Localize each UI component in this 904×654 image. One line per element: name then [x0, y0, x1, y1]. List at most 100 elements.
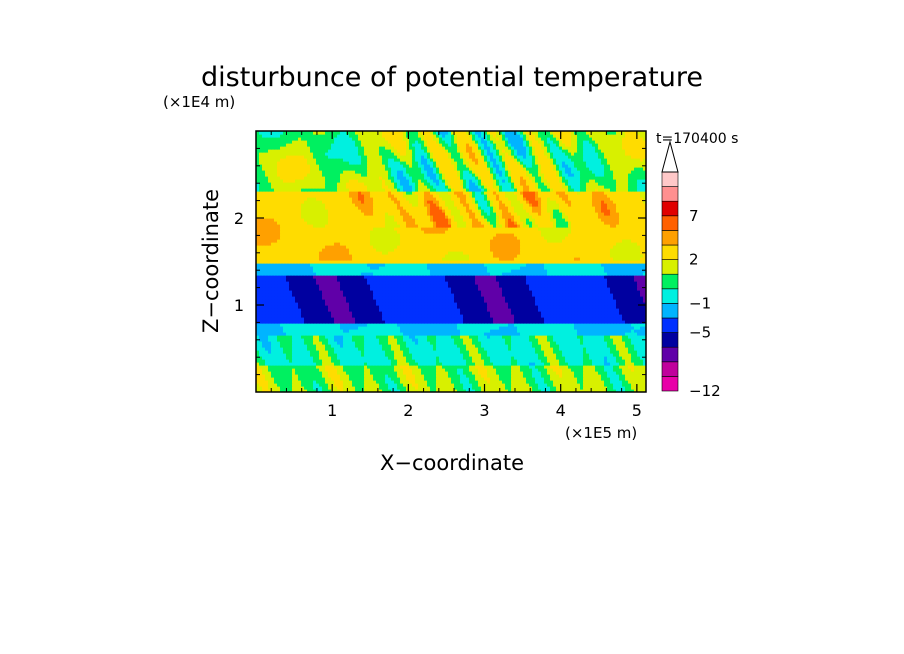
- field-cell: [346, 329, 350, 333]
- field-cell: [514, 308, 518, 312]
- field-cell: [337, 281, 341, 285]
- field-cell: [583, 344, 587, 348]
- field-cell: [367, 344, 371, 348]
- field-cell: [565, 290, 569, 294]
- field-cell: [346, 323, 350, 327]
- field-cell: [562, 344, 566, 348]
- field-cell: [430, 305, 434, 309]
- field-cell: [472, 317, 476, 321]
- field-cell: [598, 287, 602, 291]
- field-cell: [388, 344, 392, 348]
- field-cell: [304, 299, 308, 303]
- field-cell: [598, 365, 602, 369]
- field-cell: [340, 317, 344, 321]
- field-cell: [532, 296, 536, 300]
- field-cell: [643, 365, 646, 369]
- field-cell: [358, 341, 362, 345]
- field-cell: [475, 386, 479, 390]
- field-cell: [484, 338, 488, 342]
- field-cell: [634, 347, 638, 351]
- field-cell: [331, 281, 335, 285]
- field-cell: [325, 350, 329, 354]
- field-cell: [496, 293, 500, 297]
- field-cell: [310, 374, 314, 378]
- field-cell: [571, 314, 575, 318]
- field-cell: [304, 278, 308, 282]
- field-cell: [535, 305, 539, 309]
- field-cell: [475, 365, 479, 369]
- field-cell: [616, 338, 620, 342]
- field-cell: [616, 302, 620, 306]
- field-cell: [391, 359, 395, 363]
- field-cell: [535, 368, 539, 372]
- field-cell: [304, 368, 308, 372]
- field-cell: [592, 371, 596, 375]
- field-cell: [403, 320, 407, 324]
- field-cell: [427, 278, 431, 282]
- field-cell: [466, 293, 470, 297]
- field-cell: [505, 386, 509, 390]
- field-cell: [421, 362, 425, 366]
- field-cell: [394, 347, 398, 351]
- field-cell: [487, 326, 491, 330]
- field-cell: [523, 356, 527, 360]
- field-cell: [400, 308, 404, 312]
- field-cell: [505, 320, 509, 324]
- field-cell: [331, 299, 335, 303]
- field-cell: [259, 296, 263, 300]
- field-cell: [481, 353, 485, 357]
- field-cell: [637, 302, 641, 306]
- field-cell: [469, 305, 473, 309]
- field-cell: [469, 317, 473, 321]
- field-cell: [565, 341, 569, 345]
- field-cell: [580, 344, 584, 348]
- field-cell: [619, 365, 623, 369]
- field-cell: [319, 389, 323, 392]
- field-cell: [289, 335, 293, 339]
- field-cell: [466, 320, 470, 324]
- field-cell: [457, 344, 461, 348]
- field-cell: [277, 338, 281, 342]
- field-cell: [301, 302, 305, 306]
- field-cell: [544, 332, 548, 336]
- field-cell: [274, 326, 278, 330]
- field-cell: [349, 350, 353, 354]
- field-cell: [517, 350, 521, 354]
- field-cell: [463, 341, 467, 345]
- field-cell: [502, 347, 506, 351]
- field-cell: [271, 371, 275, 375]
- field-cell: [535, 299, 539, 303]
- field-cell: [310, 290, 314, 294]
- field-cell: [637, 338, 641, 342]
- field-cell: [628, 287, 632, 291]
- field-cell: [529, 353, 533, 357]
- field-cell: [550, 365, 554, 369]
- field-cell: [619, 347, 623, 351]
- field-cell: [619, 332, 623, 336]
- field-cell: [436, 365, 440, 369]
- field-cell: [463, 329, 467, 333]
- field-cell: [547, 320, 551, 324]
- field-cell: [571, 350, 575, 354]
- field-cell: [475, 374, 479, 378]
- field-cell: [262, 281, 266, 285]
- field-cell: [448, 332, 452, 336]
- field-cell: [556, 389, 560, 392]
- field-cell: [373, 362, 377, 366]
- field-cell: [562, 335, 566, 339]
- field-cell: [553, 359, 557, 363]
- field-cell: [466, 302, 470, 306]
- field-cell: [508, 299, 512, 303]
- field-cell: [553, 296, 557, 300]
- field-cell: [328, 278, 332, 282]
- field-cell: [286, 323, 290, 327]
- field-cell: [403, 341, 407, 345]
- field-cell: [430, 371, 434, 375]
- field-cell: [418, 308, 422, 312]
- field-cell: [586, 314, 590, 318]
- field-cell: [316, 365, 320, 369]
- field-cell: [433, 320, 437, 324]
- field-cell: [529, 341, 533, 345]
- field-cell: [271, 341, 275, 345]
- field-cell: [595, 299, 599, 303]
